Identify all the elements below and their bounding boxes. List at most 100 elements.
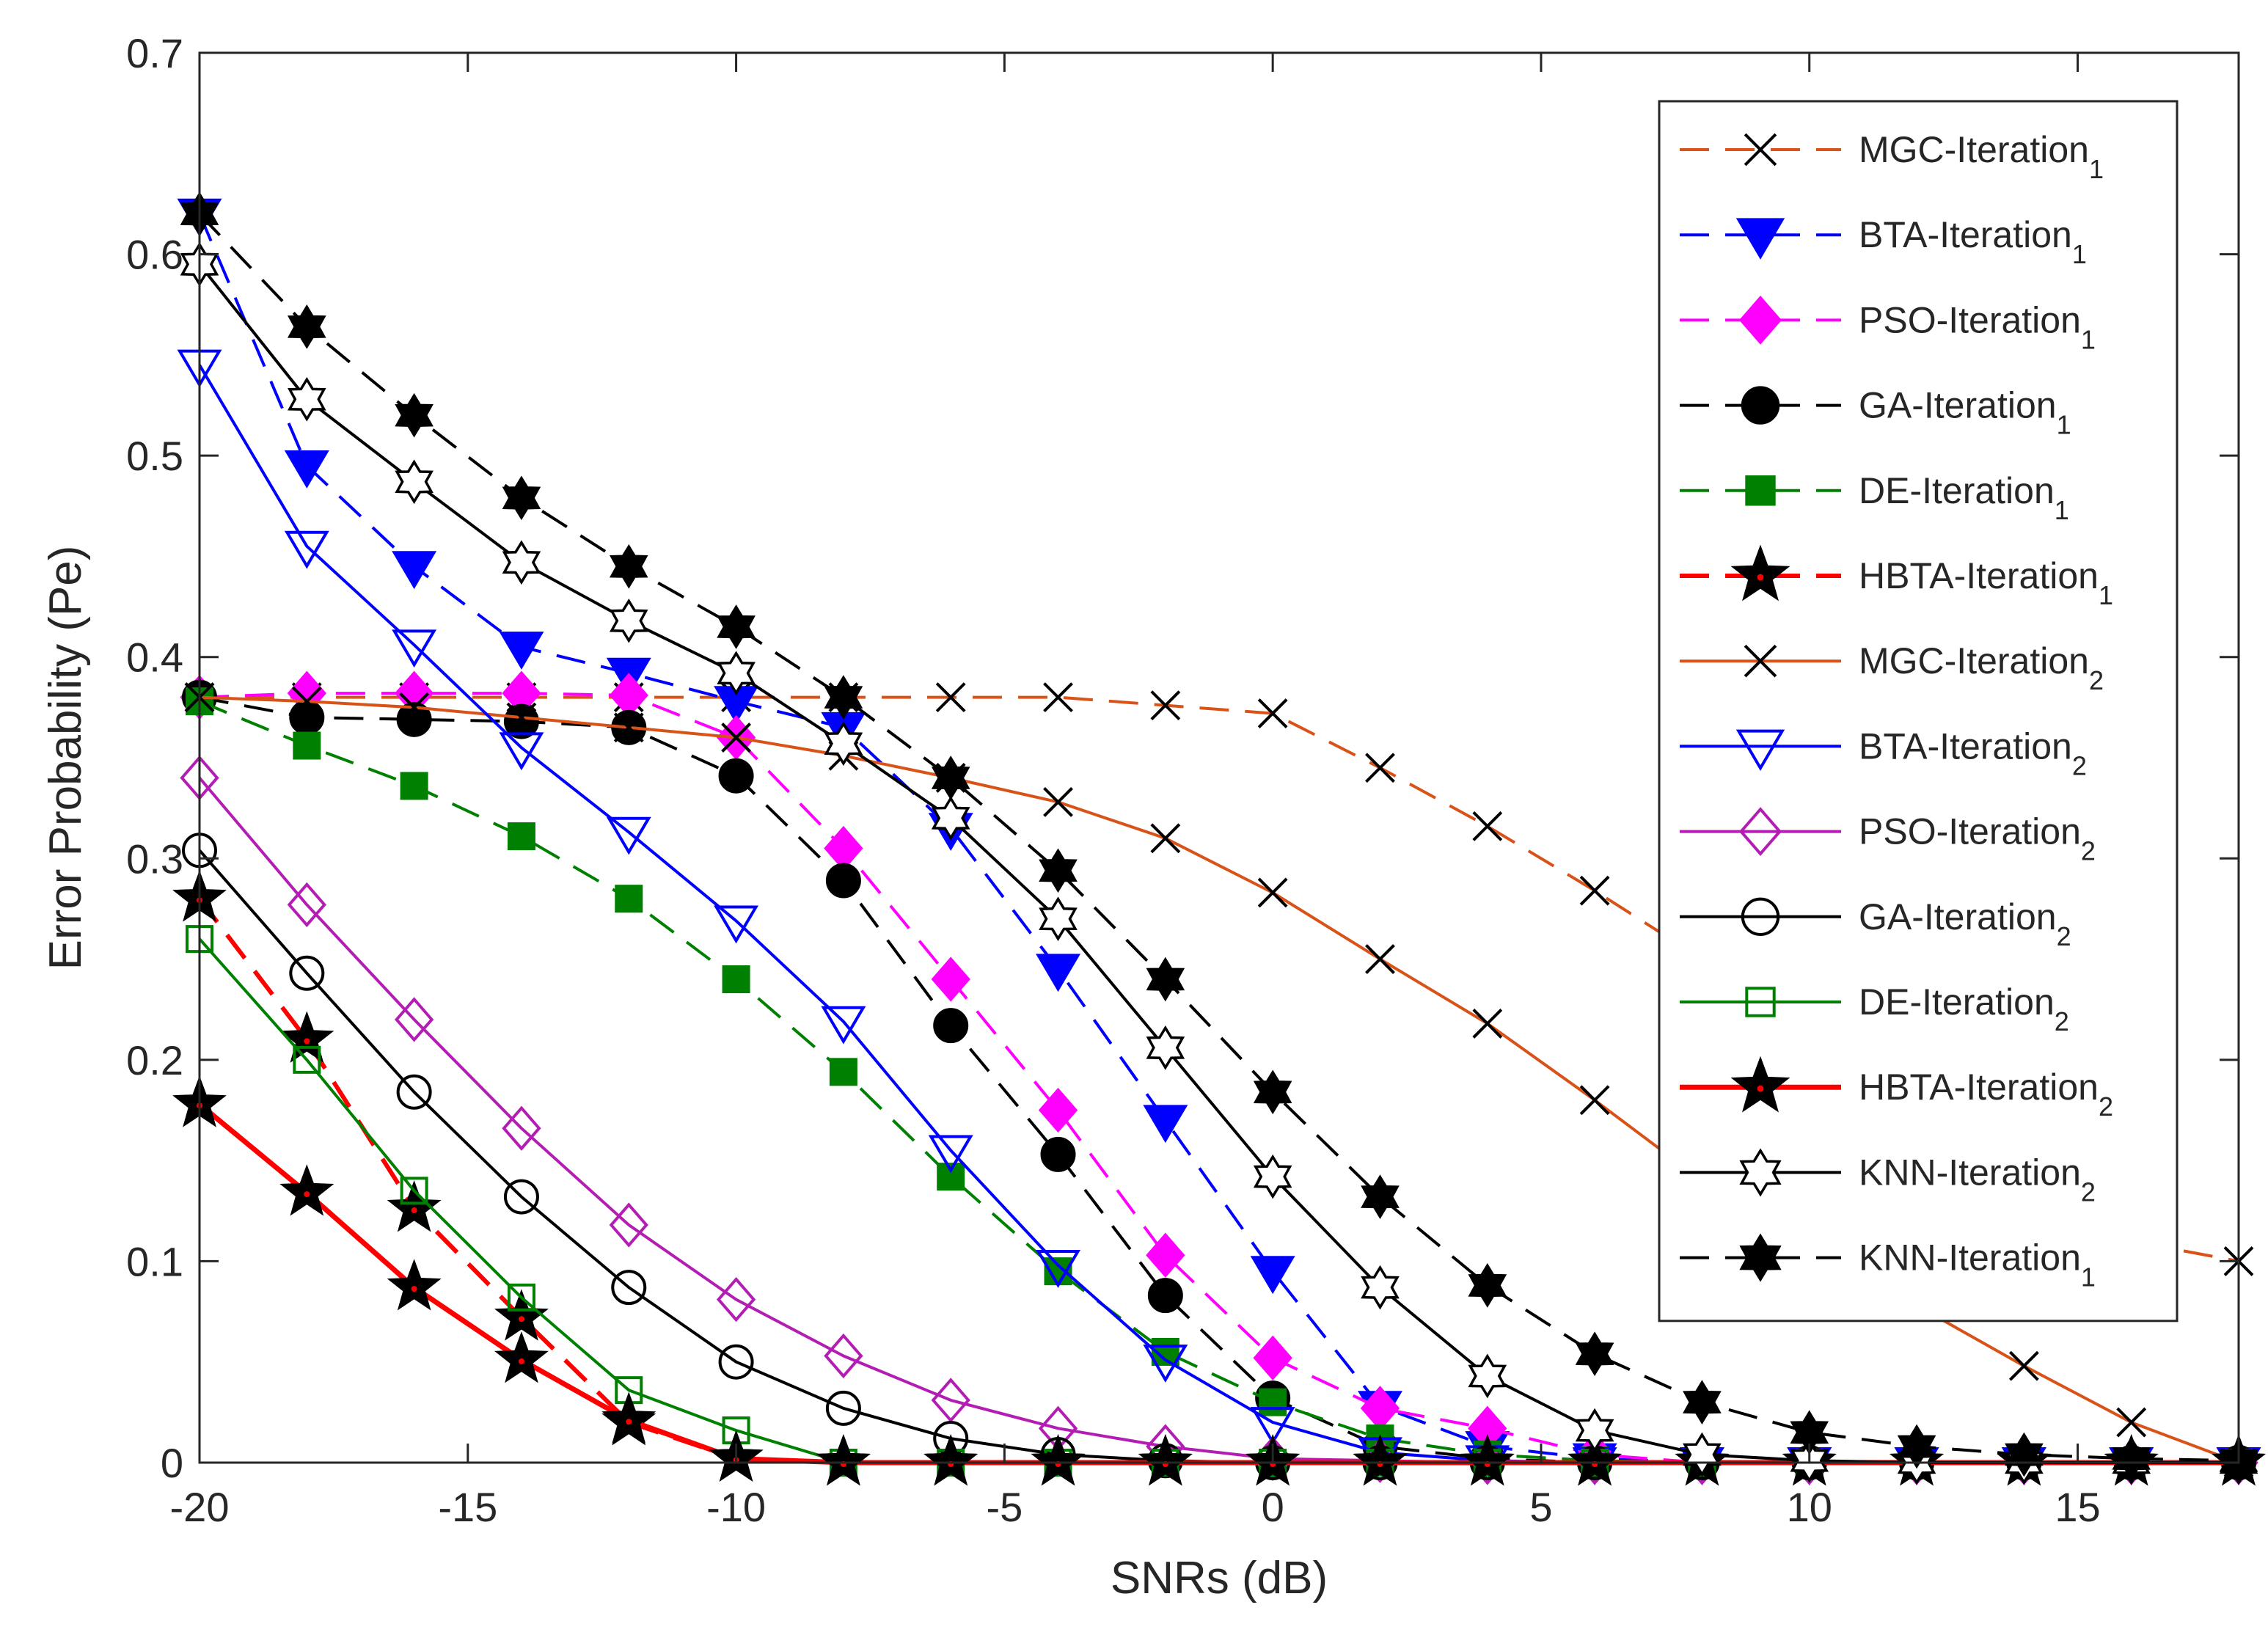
- data-point: [1897, 1424, 1936, 1469]
- data-point: [825, 1390, 861, 1426]
- data-point: [289, 700, 325, 736]
- data-point: [722, 965, 750, 994]
- data-point: [400, 772, 428, 800]
- data-point: [279, 1164, 334, 1216]
- legend-box: [1658, 100, 2179, 1323]
- data-point: [287, 376, 326, 422]
- y-tick-label: 0.6: [126, 232, 183, 278]
- data-point: [1259, 1388, 1287, 1416]
- data-point: [1143, 1105, 1188, 1144]
- data-point: [1150, 690, 1181, 721]
- data-point: [1683, 1432, 1722, 1477]
- data-point: [821, 1006, 866, 1045]
- y-tick-label: 0.3: [126, 835, 183, 882]
- data-point: [396, 1074, 432, 1110]
- data-point: [293, 731, 321, 760]
- data-point: [1683, 1380, 1722, 1424]
- data-point: [816, 1434, 871, 1486]
- data-point: [716, 1276, 756, 1323]
- data-point: [1472, 811, 1503, 841]
- y-tick-label: 0.4: [126, 634, 183, 681]
- data-point: [1365, 944, 1395, 974]
- data-point: [931, 957, 970, 1002]
- data-point-core: [304, 1191, 310, 1198]
- data-point: [1043, 786, 1073, 817]
- data-point: [615, 885, 643, 913]
- data-point: [1361, 1174, 1400, 1219]
- data-point-core: [411, 1207, 417, 1214]
- data-point: [1365, 753, 1395, 783]
- y-tick-label: 0.5: [126, 433, 183, 479]
- data-point: [1460, 1434, 1515, 1486]
- legend-marker: [1735, 729, 1785, 772]
- data-point: [1039, 896, 1078, 942]
- data-point: [1146, 1232, 1185, 1278]
- data-point: [825, 863, 861, 899]
- data-point: [395, 392, 434, 438]
- data-point: [1147, 1278, 1183, 1314]
- legend: MGC-Iteration1BTA-Iteration1PSO-Iteratio…: [1658, 100, 2179, 1323]
- legend-marker-core: [1757, 574, 1764, 581]
- data-point: [1253, 1069, 1292, 1115]
- data-point: [293, 1045, 321, 1074]
- data-point: [392, 629, 437, 668]
- data-point: [287, 304, 326, 349]
- data-point: [931, 796, 970, 841]
- data-point: [499, 732, 544, 771]
- data-point: [1579, 1085, 1610, 1116]
- data-point: [1253, 1335, 1292, 1380]
- data-point: [502, 1105, 541, 1151]
- data-point: [284, 450, 329, 489]
- legend-marker-core: [1757, 1085, 1764, 1092]
- data-point: [396, 701, 432, 737]
- data-point: [502, 475, 541, 521]
- x-tick-label: 0: [1262, 1484, 1284, 1530]
- data-point: [1036, 1250, 1081, 1288]
- data-point: [387, 1180, 442, 1232]
- data-point: [1043, 682, 1073, 713]
- data-point: [499, 632, 544, 670]
- x-tick-label: 10: [1787, 1484, 1832, 1530]
- data-point: [2005, 1432, 2044, 1477]
- data-point: [714, 905, 759, 944]
- data-point: [933, 1008, 969, 1044]
- legend-marker: [1735, 218, 1785, 260]
- data-point: [611, 1270, 647, 1306]
- data-point: [824, 721, 863, 767]
- data-point: [718, 758, 754, 794]
- plot-frame: [198, 51, 2240, 1464]
- data-point: [1250, 1407, 1295, 1446]
- x-axis-title: SNRs (dB): [1111, 1553, 1328, 1603]
- data-point-core: [626, 1419, 632, 1425]
- data-point: [721, 723, 751, 753]
- y-tick-label: 0.7: [126, 30, 183, 76]
- data-point: [287, 882, 326, 928]
- legend-marker: [1738, 807, 1782, 857]
- data-point: [284, 530, 329, 569]
- data-point: [931, 1378, 970, 1423]
- data-point: [931, 756, 970, 800]
- y-tick-label: 0: [161, 1440, 183, 1486]
- legend-marker: [1730, 544, 1790, 601]
- legend-marker: [1739, 1148, 1782, 1197]
- data-point: [1568, 1434, 1623, 1486]
- data-point: [1468, 1353, 1507, 1399]
- ticks-layer: -20 -15 -10 -5 0 5 10 15 0 0.1 0.2 0.3 0.4 0.5 0.6 0.7: [126, 30, 2239, 1530]
- data-point-core: [304, 1038, 310, 1045]
- data-point: [1257, 877, 1288, 908]
- data-point: [824, 675, 863, 720]
- legend-marker: [1744, 133, 1777, 167]
- legend-marker: [1730, 1056, 1790, 1113]
- x-tick-label: -20: [170, 1484, 230, 1530]
- legend-marker: [1744, 644, 1777, 678]
- series-line: [200, 695, 2239, 1263]
- data-point: [1468, 1263, 1507, 1308]
- data-point: [1575, 1408, 1614, 1453]
- data-point: [1143, 1345, 1188, 1383]
- data-point: [935, 682, 966, 713]
- data-point: [279, 1011, 334, 1063]
- data-point: [400, 1177, 428, 1205]
- legend-marker: [1745, 475, 1776, 506]
- data-point: [291, 686, 322, 717]
